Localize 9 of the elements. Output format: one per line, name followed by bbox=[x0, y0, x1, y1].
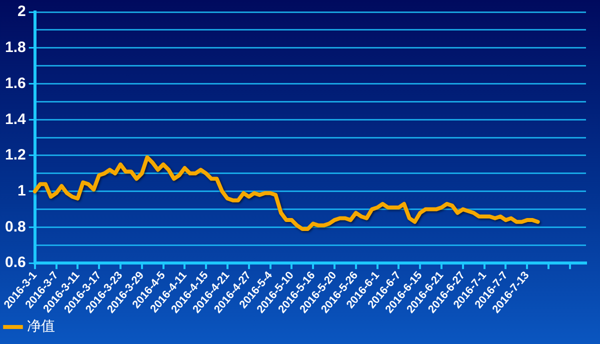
y-tick-label: 0.8 bbox=[4, 218, 26, 236]
y-tick-label: 1.2 bbox=[4, 146, 26, 164]
y-tick-label: 2 bbox=[18, 3, 26, 20]
y-tick-label: 1.4 bbox=[4, 110, 26, 128]
y-tick-label: 1.6 bbox=[4, 74, 26, 92]
y-tick-label: 0.6 bbox=[4, 254, 26, 272]
legend-label: 净值 bbox=[27, 318, 55, 335]
y-tick-label: 1.8 bbox=[4, 39, 26, 56]
y-tick-label: 1 bbox=[18, 182, 26, 200]
